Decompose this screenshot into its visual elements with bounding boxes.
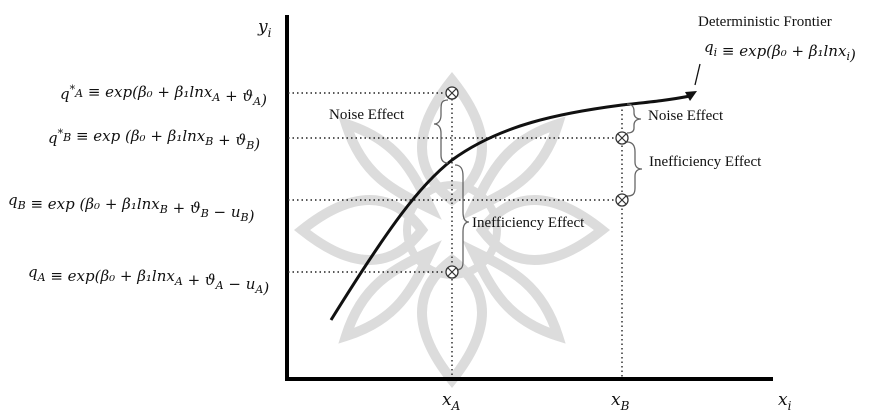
frontier-pointer-line [694, 63, 701, 86]
noise-effect-brace-A [433, 99, 449, 164]
y-axis-label: yi [257, 17, 272, 40]
equation-qA-star: q*A ≡ exp(β₀ + β₁lnxA + ϑA) [60, 83, 267, 109]
inefficiency-effect-brace-B [626, 141, 643, 197]
circle-x-marker-icon [615, 193, 629, 207]
x-tick-xA: xA [442, 390, 461, 410]
frontier-arrowhead [685, 91, 697, 101]
circle-x-marker-icon [445, 86, 459, 100]
inefficiency-effect-brace-A [454, 164, 470, 271]
equation-qB: qB ≡ exp (β₀ + β₁lnxB + ϑB − uB) [8, 191, 255, 225]
circle-x-marker-icon [445, 265, 459, 279]
frontier-title: Deterministic Frontier [698, 14, 832, 30]
ornamental-star-watermark-icon [293, 71, 611, 389]
x-axis-label: xi [778, 390, 792, 410]
deterministic-frontier-curve [329, 94, 691, 321]
frontier-equation: qi ≡ exp(β₀ + β₁lnxi) [704, 38, 856, 64]
noise-effect-label-A: Noise Effect [329, 107, 405, 123]
inefficiency-effect-label-B: Inefficiency Effect [649, 154, 762, 170]
noise-effect-label-B: Noise Effect [648, 108, 724, 124]
equation-qB-star: q*B ≡ exp (β₀ + β₁lnxB + ϑB) [48, 127, 260, 153]
equation-qA: qA ≡ exp(β₀ + β₁lnxA + ϑA − uA) [28, 263, 269, 297]
noise-effect-brace-B [626, 103, 642, 134]
circle-x-marker-icon [615, 131, 629, 145]
inefficiency-effect-label-A: Inefficiency Effect [472, 215, 585, 231]
x-tick-xB: xB [611, 390, 630, 410]
